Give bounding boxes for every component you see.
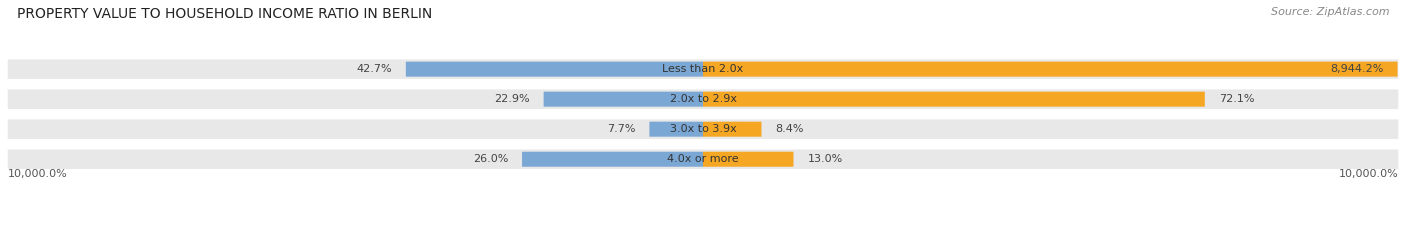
FancyBboxPatch shape xyxy=(406,62,703,77)
Text: PROPERTY VALUE TO HOUSEHOLD INCOME RATIO IN BERLIN: PROPERTY VALUE TO HOUSEHOLD INCOME RATIO… xyxy=(17,7,432,21)
FancyBboxPatch shape xyxy=(703,62,1398,77)
Text: 42.7%: 42.7% xyxy=(356,64,392,74)
FancyBboxPatch shape xyxy=(703,122,762,137)
FancyBboxPatch shape xyxy=(7,149,1399,169)
Text: 22.9%: 22.9% xyxy=(494,94,530,104)
Text: 10,000.0%: 10,000.0% xyxy=(7,169,67,179)
Text: 8.4%: 8.4% xyxy=(775,124,804,134)
FancyBboxPatch shape xyxy=(650,122,703,137)
Text: 3.0x to 3.9x: 3.0x to 3.9x xyxy=(669,124,737,134)
Text: 26.0%: 26.0% xyxy=(472,154,508,164)
Text: 7.7%: 7.7% xyxy=(607,124,636,134)
FancyBboxPatch shape xyxy=(7,59,1399,79)
Text: Less than 2.0x: Less than 2.0x xyxy=(662,64,744,74)
FancyBboxPatch shape xyxy=(544,92,703,107)
FancyBboxPatch shape xyxy=(522,152,703,167)
Text: 72.1%: 72.1% xyxy=(1219,94,1254,104)
FancyBboxPatch shape xyxy=(7,120,1399,139)
FancyBboxPatch shape xyxy=(703,92,1205,107)
Text: 4.0x or more: 4.0x or more xyxy=(668,154,738,164)
Text: 13.0%: 13.0% xyxy=(807,154,842,164)
FancyBboxPatch shape xyxy=(7,89,1399,109)
Text: 10,000.0%: 10,000.0% xyxy=(1339,169,1399,179)
Text: Source: ZipAtlas.com: Source: ZipAtlas.com xyxy=(1271,7,1389,17)
FancyBboxPatch shape xyxy=(703,152,793,167)
Text: 8,944.2%: 8,944.2% xyxy=(1330,64,1384,74)
Text: 2.0x to 2.9x: 2.0x to 2.9x xyxy=(669,94,737,104)
